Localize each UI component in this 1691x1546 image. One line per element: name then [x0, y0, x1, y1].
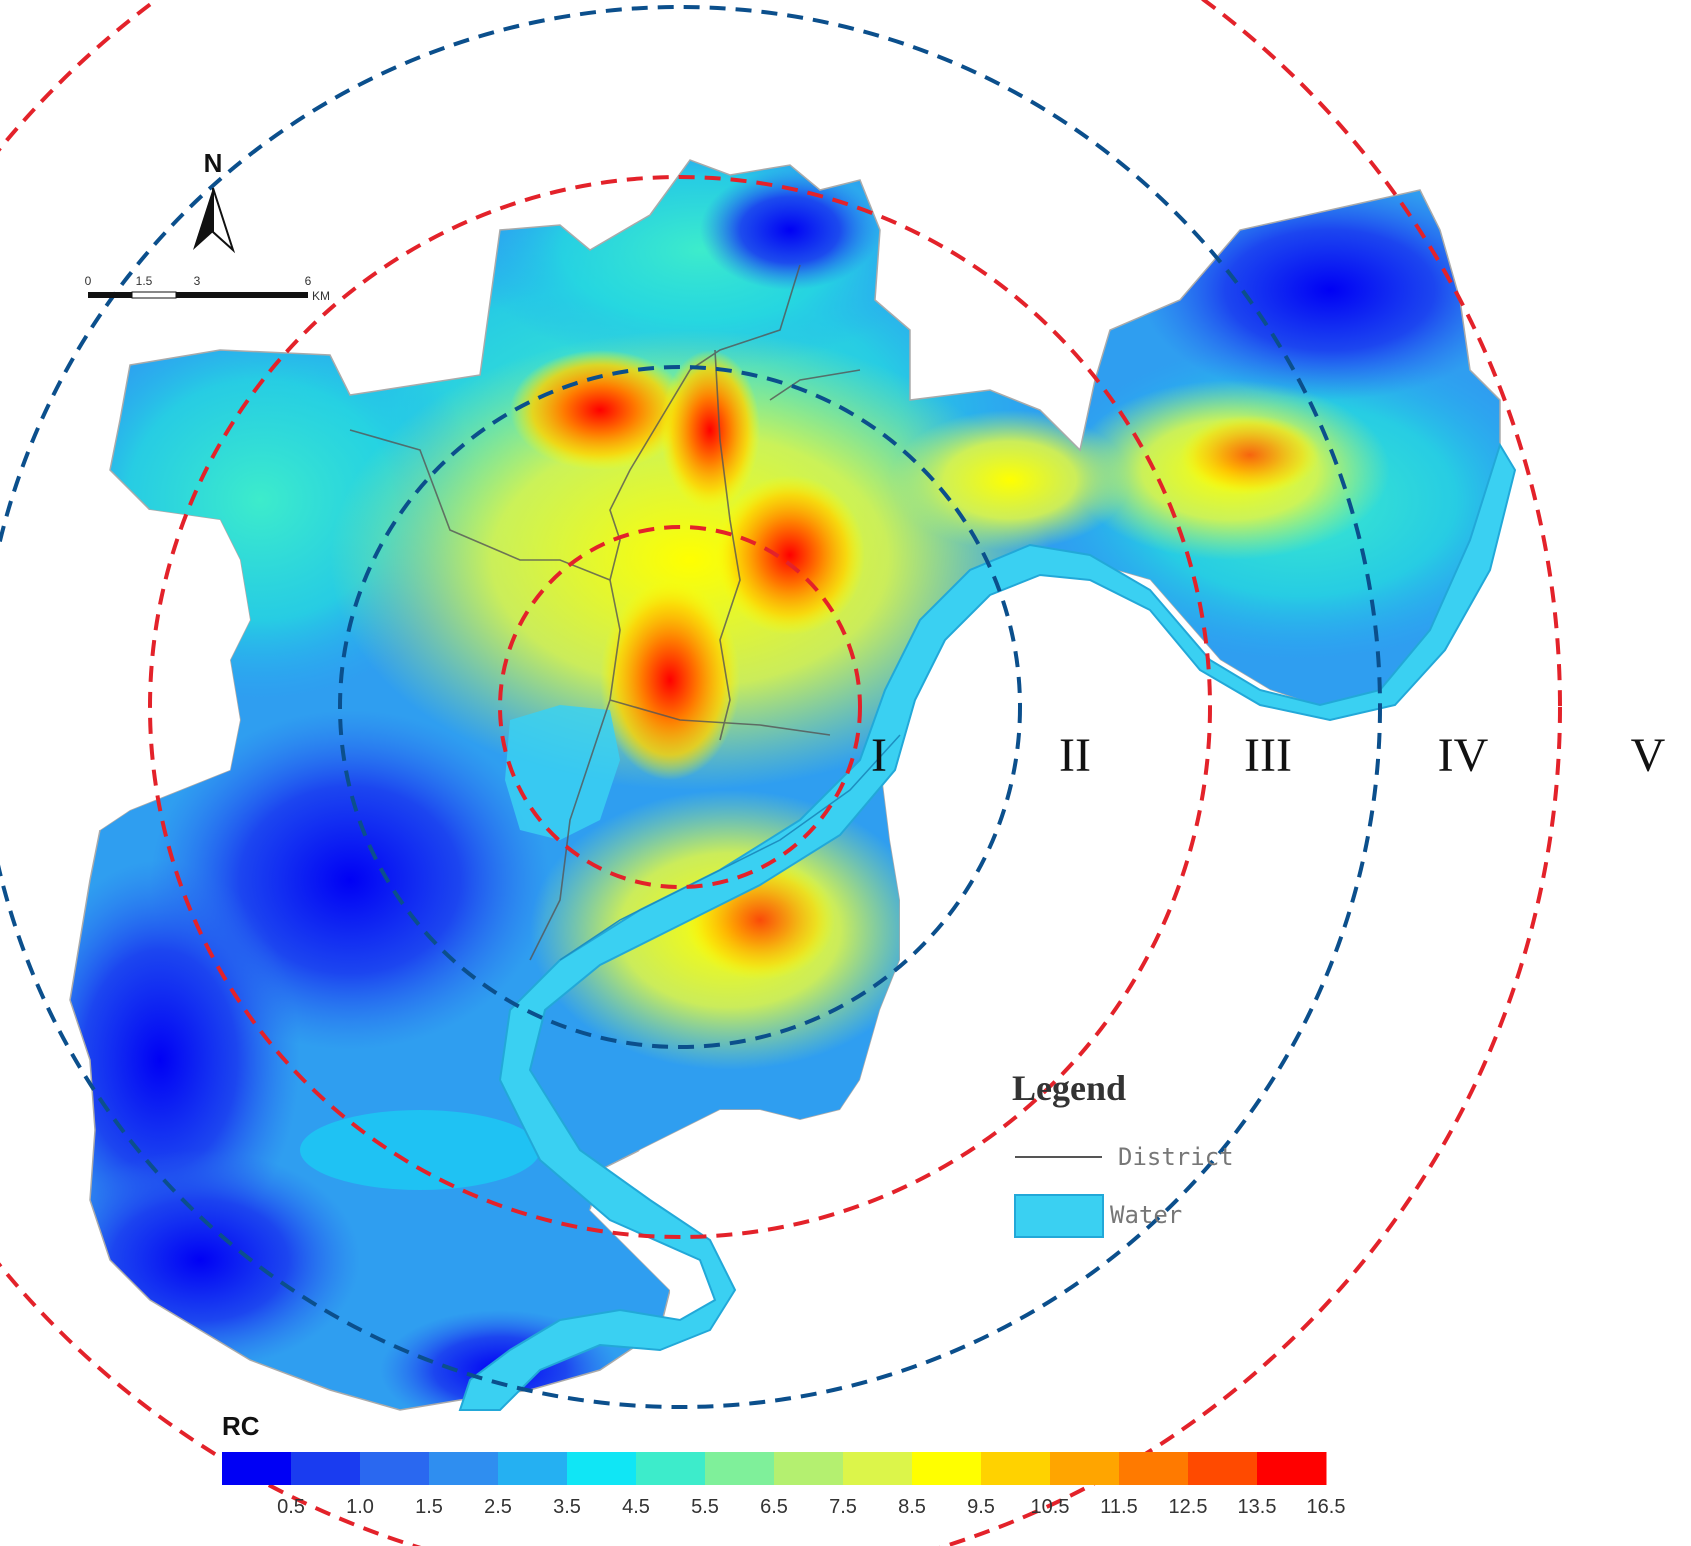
colorbar-swatch [912, 1452, 982, 1485]
legend-district-label: District [1118, 1143, 1234, 1171]
colorbar-swatch [567, 1452, 637, 1485]
colorbar-tick-label: 3.5 [553, 1496, 581, 1518]
colorbar-swatch [843, 1452, 913, 1485]
colorbar-swatch [1257, 1452, 1327, 1485]
colorbar-swatch [1119, 1452, 1189, 1485]
ring-iii [148, 175, 1212, 1239]
ring-labels: I II III IV V [871, 729, 1666, 782]
colorbar-swatches [222, 1452, 1327, 1485]
district-boundaries [349, 264, 861, 961]
rc-colorbar: RC 0.5 1.0 1.5 2.5 3.5 4.5 5.5 6.5 7.5 8.5 9.5 10.5… [222, 1411, 1345, 1518]
colorbar-tick-label: 0.5 [277, 1496, 305, 1518]
colorbar-title: RC [222, 1411, 260, 1441]
colorbar-tick-label: 5.5 [691, 1496, 719, 1518]
ring-label-i: I [871, 729, 887, 782]
colorbar-tick-label: 8.5 [898, 1496, 926, 1518]
colorbar-swatch [429, 1452, 499, 1485]
north-arrow: N [193, 148, 236, 254]
scale-tick-0: 0 [85, 274, 92, 288]
colorbar-tick-label: 7.5 [829, 1496, 857, 1518]
ring-ii [338, 365, 1022, 1049]
legend-title: Legend [1012, 1068, 1126, 1108]
colorbar-swatch [498, 1452, 568, 1485]
legend-water-symbol [1014, 1194, 1104, 1238]
colorbar-swatch [1050, 1452, 1120, 1485]
colorbar-swatch [222, 1452, 292, 1485]
ring-label-iv: IV [1438, 729, 1489, 782]
water-river [458, 442, 1517, 1411]
scale-tick-1: 1.5 [136, 274, 153, 288]
colorbar-tick-label: 1.5 [415, 1496, 443, 1518]
colorbar-swatch [981, 1452, 1051, 1485]
colorbar-tick-label: 13.5 [1238, 1496, 1277, 1518]
ring-iv [0, 5, 1382, 1409]
colorbar-swatch [291, 1452, 361, 1485]
colorbar-swatch [360, 1452, 430, 1485]
colorbar-tick-label: 9.5 [967, 1496, 995, 1518]
colorbar-tick-label: 6.5 [760, 1496, 788, 1518]
map-legend: Legend District Water [1012, 1068, 1234, 1238]
colorbar-swatch [636, 1452, 706, 1485]
ring-label-ii: II [1059, 729, 1091, 782]
colorbar-swatch [1188, 1452, 1258, 1485]
scale-tick-2: 3 [194, 274, 201, 288]
colorbar-swatch [705, 1452, 775, 1485]
scale-tick-3: 6 [305, 274, 312, 288]
colorbar-tick-label: 12.5 [1169, 1496, 1208, 1518]
scale-unit: KM [312, 289, 330, 303]
colorbar-tick-label: 2.5 [484, 1496, 512, 1518]
colorbar-tick-label: 16.5 [1307, 1496, 1346, 1518]
colorbar-ticks: 0.5 1.0 1.5 2.5 3.5 4.5 5.5 6.5 7.5 8.5 9.5 10.5 11.… [277, 1496, 1345, 1518]
scale-bar: 0 1.5 3 6 KM [85, 274, 330, 303]
ring-label-iii: III [1244, 729, 1292, 782]
north-arrow-label: N [204, 148, 223, 178]
map-gaps [0, 460, 1500, 1546]
colorbar-tick-label: 4.5 [622, 1496, 650, 1518]
legend-water-label: Water [1110, 1201, 1182, 1229]
colorbar-tick-label: 11.5 [1100, 1496, 1137, 1518]
north-arrow-icon [193, 188, 213, 250]
ring-label-v: V [1631, 729, 1666, 782]
ring-buffers [0, 0, 1562, 1546]
colorbar-tick-label: 10.5 [1031, 1496, 1070, 1518]
ring-v [0, 0, 1562, 1546]
colorbar-tick-label: 1.0 [346, 1496, 374, 1518]
colorbar-swatch [774, 1452, 844, 1485]
ring-i [498, 525, 862, 889]
